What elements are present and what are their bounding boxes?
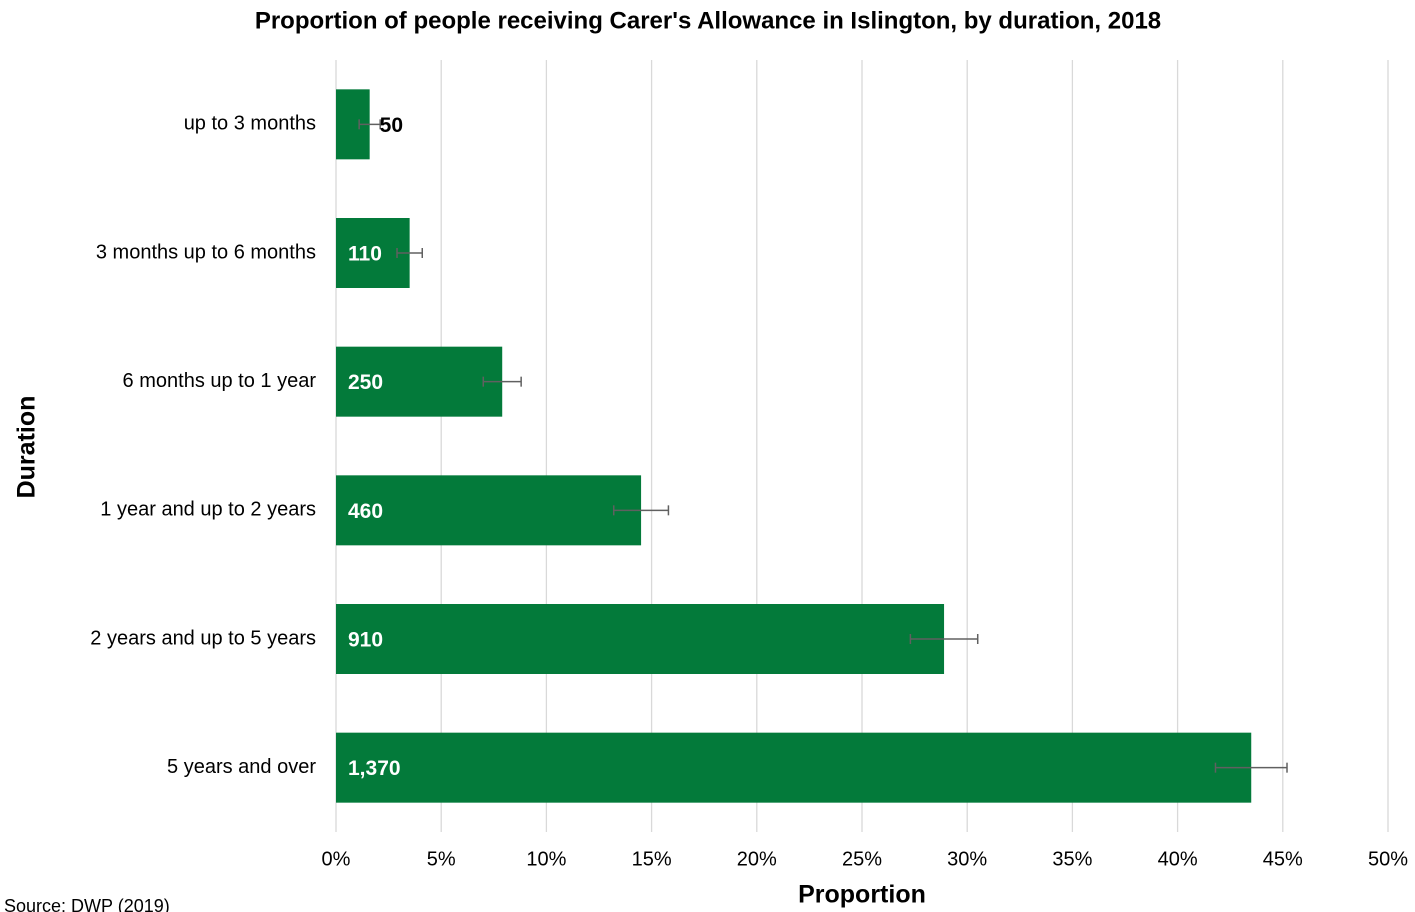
x-tick-label: 30% bbox=[947, 848, 987, 870]
x-axis-title: Proportion bbox=[798, 881, 926, 909]
chart-title: Proportion of people receiving Carer's A… bbox=[255, 7, 1161, 34]
error-bar bbox=[612, 505, 670, 516]
y-tick-label: up to 3 months bbox=[184, 113, 316, 135]
y-tick-label: 6 months up to 1 year bbox=[123, 370, 317, 392]
bar bbox=[336, 732, 1252, 803]
error-bar bbox=[358, 119, 381, 130]
data-label: 1,370 bbox=[348, 757, 401, 780]
y-tick-label: 1 year and up to 2 years bbox=[100, 499, 316, 521]
x-tick-label: 25% bbox=[842, 848, 882, 870]
error-bar bbox=[482, 376, 522, 387]
data-label: 250 bbox=[348, 371, 383, 394]
y-tick-label: 3 months up to 6 months bbox=[96, 241, 316, 263]
x-tick-label: 40% bbox=[1158, 848, 1198, 870]
bar bbox=[336, 475, 642, 546]
x-tick-label: 15% bbox=[632, 848, 672, 870]
y-tick-label: 2 years and up to 5 years bbox=[90, 627, 316, 649]
x-tick-label: 0% bbox=[322, 848, 351, 870]
error-bar bbox=[396, 248, 424, 258]
x-tick-label: 20% bbox=[737, 848, 777, 870]
bar bbox=[336, 604, 945, 674]
source-note: Source: DWP (2019) bbox=[4, 896, 170, 912]
x-tick-label: 50% bbox=[1368, 848, 1408, 870]
bar bbox=[336, 346, 503, 417]
error-bar bbox=[1214, 762, 1288, 773]
error-bar bbox=[909, 634, 979, 644]
data-label: 460 bbox=[348, 500, 383, 523]
y-tick-label: 5 years and over bbox=[167, 756, 316, 778]
y-axis-title: Duration bbox=[13, 396, 41, 499]
x-tick-label: 5% bbox=[427, 848, 456, 870]
x-tick-label: 10% bbox=[526, 848, 566, 870]
data-label: 910 bbox=[348, 629, 383, 652]
x-tick-label: 35% bbox=[1052, 848, 1092, 870]
data-label: 110 bbox=[348, 243, 382, 266]
data-label: 50 bbox=[380, 114, 403, 137]
x-tick-label: 45% bbox=[1263, 848, 1303, 870]
